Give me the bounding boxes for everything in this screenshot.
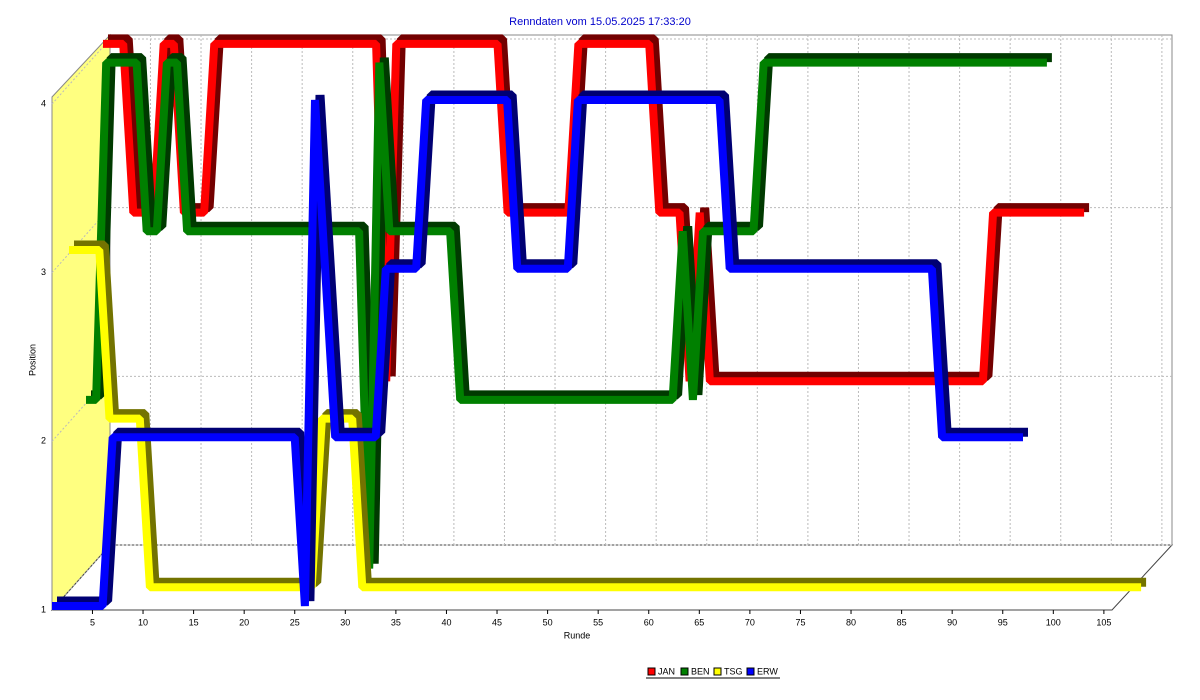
x-tick-label: 30	[340, 617, 350, 627]
series-line	[52, 96, 1023, 610]
x-tick-label: 65	[694, 617, 704, 627]
series-shade	[91, 53, 1052, 564]
grid-line	[51, 38, 111, 105]
x-tick-label: 25	[290, 617, 300, 627]
x-tick-label: 105	[1096, 617, 1111, 627]
x-tick-label: 85	[897, 617, 907, 627]
x-tick-label: 90	[947, 617, 957, 627]
y-tick-label: 2	[41, 436, 46, 446]
legend-label: BEN	[691, 666, 710, 676]
legend-label: TSG	[724, 666, 743, 676]
y-tick-label: 3	[41, 267, 46, 277]
legend-label: ERW	[757, 666, 778, 676]
chart-title: Renndaten vom 15.05.2025 17:33:20	[509, 16, 691, 28]
x-tick-label: 60	[644, 617, 654, 627]
x-tick-label: 100	[1046, 617, 1061, 627]
marks	[52, 34, 1147, 610]
y-axis-label: Position	[27, 344, 37, 376]
series-shade	[74, 240, 1147, 587]
x-axis-label: Runde	[564, 630, 591, 640]
x-tick-label: 45	[492, 617, 502, 627]
series-line	[103, 39, 1085, 386]
x-tick-label: 10	[138, 617, 148, 627]
legend-label: JAN	[658, 666, 675, 676]
x-tick-label: 70	[745, 617, 755, 627]
x-tick-label: 80	[846, 617, 856, 627]
x-tick-label: 50	[543, 617, 553, 627]
y-tick-label: 4	[41, 98, 46, 108]
grid-line	[51, 544, 111, 611]
legend-swatch	[746, 667, 755, 676]
x-tick-label: 20	[239, 617, 249, 627]
back-wall	[109, 34, 1173, 546]
x-tick-label: 95	[998, 617, 1008, 627]
y-tick-label: 1	[41, 604, 46, 614]
x-tick-label: 5	[90, 617, 95, 627]
series-line	[86, 58, 1047, 569]
x-tick-label: 15	[189, 617, 199, 627]
legend: JAN BEN TSG ERW	[646, 666, 780, 679]
x-tick-label: 35	[391, 617, 401, 627]
x-tick-label: 75	[795, 617, 805, 627]
legend-swatch	[713, 667, 722, 676]
legend-swatch	[680, 667, 689, 676]
floor	[50, 544, 1174, 611]
legend-swatch	[647, 667, 656, 676]
x-tick-label: 55	[593, 617, 603, 627]
series-shade	[108, 34, 1090, 381]
x-tick-label: 40	[441, 617, 451, 627]
series-line	[69, 246, 1142, 592]
series-shade	[57, 90, 1028, 606]
